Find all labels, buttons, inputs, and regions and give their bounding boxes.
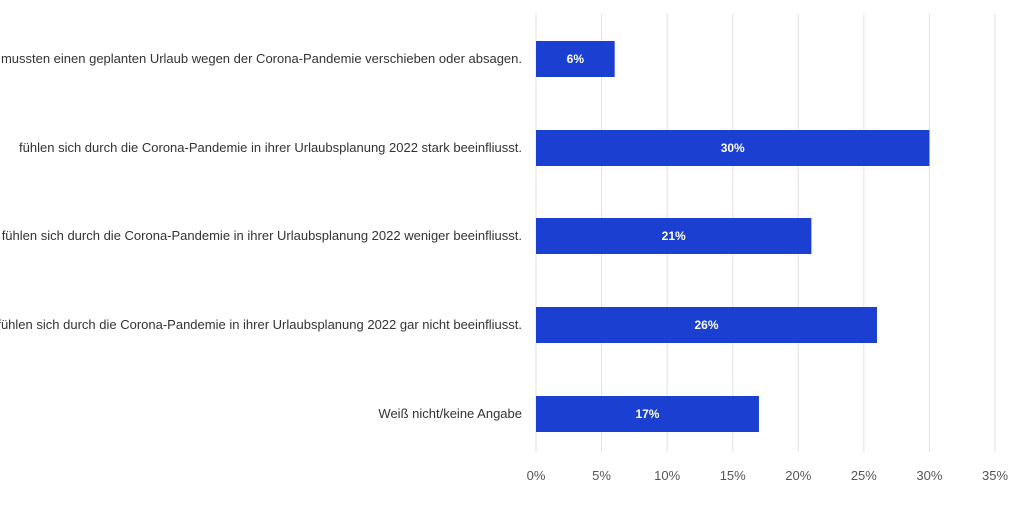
x-tick-label: 30% bbox=[916, 468, 942, 483]
x-tick-label: 15% bbox=[720, 468, 746, 483]
x-tick-label: 10% bbox=[654, 468, 680, 483]
category-label: fühlen sich durch die Corona-Pandemie in… bbox=[2, 228, 522, 243]
category-label: mussten einen geplanten Urlaub wegen der… bbox=[1, 51, 522, 66]
category-labels: mussten einen geplanten Urlaub wegen der… bbox=[0, 51, 522, 421]
bar-data-label: 30% bbox=[721, 141, 745, 155]
bar bbox=[536, 130, 930, 166]
x-tick-label: 0% bbox=[527, 468, 546, 483]
bar bbox=[536, 396, 759, 432]
category-label: fühlen sich durch die Corona-Pandemie in… bbox=[19, 140, 522, 155]
bar-data-label: 6% bbox=[567, 52, 585, 66]
bar-data-label: 21% bbox=[662, 229, 686, 243]
bars: 6% 30% 21% 26% 17% bbox=[536, 41, 930, 432]
x-axis-tick-labels: 0% 5% 10% 15% 20% 25% 30% 35% bbox=[527, 468, 1009, 483]
category-label: fühlen sich durch die Corona-Pandemie in… bbox=[0, 317, 522, 332]
x-tick-label: 25% bbox=[851, 468, 877, 483]
bar bbox=[536, 307, 877, 343]
x-tick-label: 35% bbox=[982, 468, 1008, 483]
bar bbox=[536, 218, 812, 254]
bar-data-label: 17% bbox=[635, 407, 659, 421]
bar-data-label: 26% bbox=[694, 318, 718, 332]
bar bbox=[536, 41, 615, 77]
category-label: Weiß nicht/keine Angabe bbox=[378, 406, 522, 421]
x-tick-label: 5% bbox=[592, 468, 611, 483]
x-tick-label: 20% bbox=[785, 468, 811, 483]
